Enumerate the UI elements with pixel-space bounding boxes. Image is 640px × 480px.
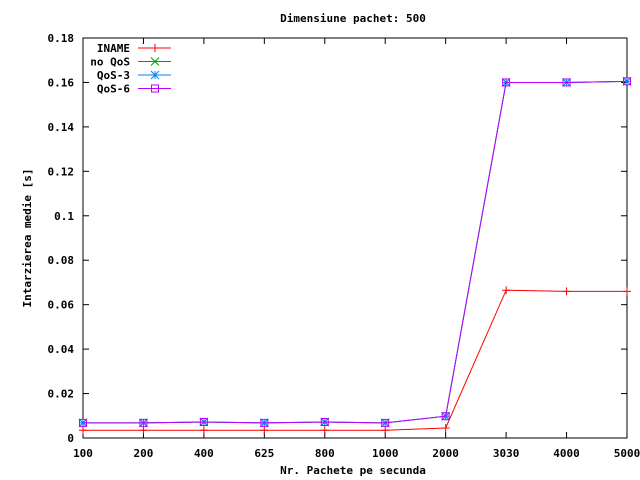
y-tick-label: 0.12 [48,165,75,178]
y-tick-label: 0.18 [48,32,75,45]
data-point [562,287,571,296]
data-point [381,426,390,435]
x-tick-label: 4000 [553,447,580,460]
legend-label: no QoS [90,56,130,69]
series-qos-6 [79,77,631,427]
data-point [79,426,87,435]
series-line [83,289,627,431]
data-point [502,78,511,87]
y-tick-label: 0.02 [48,388,75,401]
legend-label: QoS-6 [97,83,130,96]
series-line [83,80,628,424]
y-tick-label: 0.1 [54,210,74,223]
data-point [199,426,208,435]
x-axis-label: Nr. Pachete pe secunda [280,464,426,477]
data-point [139,426,148,435]
x-tick-label: 2000 [432,447,459,460]
data-point [441,412,450,421]
y-tick-label: 0 [67,432,74,445]
data-point [502,286,511,295]
legend-marker [150,70,160,80]
data-point [320,426,329,435]
y-tick-label: 0.16 [48,76,75,89]
legend-marker [150,57,160,66]
axes: 0 0.02 0.04 0.06 0.08 0.1 0.12 0.14 0.16 0.18 100 2… [48,32,640,460]
series-qos-3 [78,76,632,428]
data-point [260,426,269,435]
series-no-qos [78,76,632,428]
x-tick-label: 100 [73,447,93,460]
series-line [83,80,628,424]
legend-marker [151,44,159,52]
data-point [623,77,631,86]
x-tick-label: 200 [134,447,154,460]
x-tick-label: 1000 [372,447,399,460]
legend-label: INAME [97,42,130,55]
series-layer [78,76,632,435]
data-point [623,287,631,296]
x-tick-label: 3030 [493,447,520,460]
data-point [320,418,329,426]
y-tick-label: 0.14 [48,121,75,134]
series-iname [79,286,631,435]
legend-label: QoS-3 [97,69,130,82]
plot-frame [82,37,628,439]
chart-title: Dimensiune pachet: 500 [280,12,426,25]
data-point [441,424,450,432]
series-line [83,80,628,424]
data-point [562,78,571,87]
data-point [381,418,390,427]
y-tick-label: 0.08 [48,254,75,267]
data-point [199,418,208,426]
x-tick-label: 625 [254,447,274,460]
x-tick-label: 5000 [614,447,640,460]
x-tick-label: 400 [194,447,214,460]
legend-marker [151,84,159,93]
y-axis-label: Intarzierea medie [s] [21,168,34,307]
data-point [79,418,87,427]
data-point [260,418,269,427]
data-point [139,418,148,427]
y-tick-label: 0.06 [48,299,75,312]
y-tick-label: 0.04 [48,343,75,356]
x-tick-label: 800 [315,447,335,460]
data-point [622,76,632,86]
